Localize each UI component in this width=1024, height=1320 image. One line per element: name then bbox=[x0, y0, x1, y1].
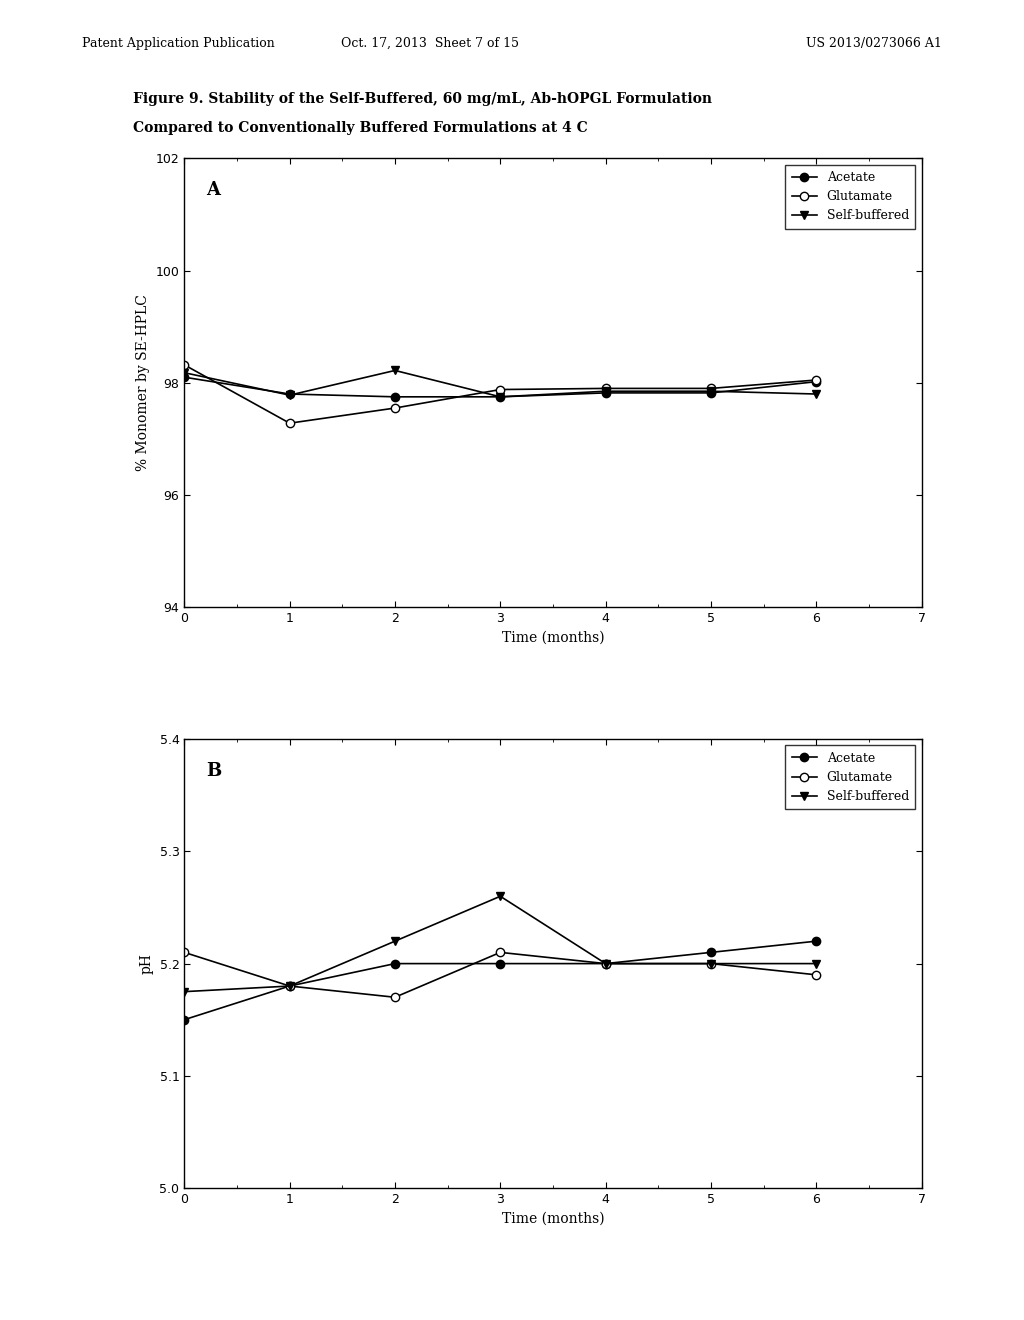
Text: Figure 9. Stability of the Self-Buffered, 60 mg/mL, Ab-hOPGL Formulation: Figure 9. Stability of the Self-Buffered… bbox=[133, 92, 712, 107]
Glutamate bbox=[389, 400, 401, 416]
Acetate bbox=[599, 385, 611, 401]
Line: Self-buffered: Self-buffered bbox=[180, 366, 820, 401]
Acetate bbox=[599, 956, 611, 972]
Acetate bbox=[178, 1012, 190, 1028]
Glutamate bbox=[495, 945, 507, 961]
Glutamate bbox=[599, 380, 611, 396]
Acetate bbox=[284, 385, 296, 401]
Self-buffered bbox=[599, 383, 611, 399]
Text: Oct. 17, 2013  Sheet 7 of 15: Oct. 17, 2013 Sheet 7 of 15 bbox=[341, 37, 519, 50]
Self-buffered bbox=[810, 385, 822, 401]
Glutamate bbox=[810, 968, 822, 983]
Self-buffered bbox=[495, 389, 507, 405]
Self-buffered bbox=[705, 383, 717, 399]
Self-buffered bbox=[284, 978, 296, 994]
Glutamate bbox=[178, 356, 190, 372]
Line: Glutamate: Glutamate bbox=[180, 360, 820, 428]
Glutamate bbox=[389, 990, 401, 1006]
Self-buffered bbox=[495, 888, 507, 904]
Glutamate bbox=[178, 945, 190, 961]
Self-buffered bbox=[389, 363, 401, 379]
Glutamate bbox=[705, 956, 717, 972]
Line: Glutamate: Glutamate bbox=[180, 948, 820, 1002]
X-axis label: Time (months): Time (months) bbox=[502, 631, 604, 644]
Text: B: B bbox=[207, 762, 221, 780]
Text: Patent Application Publication: Patent Application Publication bbox=[82, 37, 274, 50]
Acetate bbox=[178, 370, 190, 385]
Self-buffered bbox=[810, 956, 822, 972]
Acetate bbox=[389, 389, 401, 405]
Line: Acetate: Acetate bbox=[180, 374, 820, 401]
Line: Self-buffered: Self-buffered bbox=[180, 892, 820, 995]
Line: Acetate: Acetate bbox=[180, 937, 820, 1024]
Glutamate bbox=[599, 956, 611, 972]
Acetate bbox=[810, 374, 822, 389]
Acetate bbox=[810, 933, 822, 949]
Acetate bbox=[495, 389, 507, 405]
Glutamate bbox=[284, 978, 296, 994]
Acetate bbox=[389, 956, 401, 972]
Y-axis label: % Monomer by SE-HPLC: % Monomer by SE-HPLC bbox=[136, 294, 151, 471]
Self-buffered bbox=[284, 387, 296, 403]
Y-axis label: pH: pH bbox=[140, 953, 154, 974]
Self-buffered bbox=[178, 364, 190, 380]
Self-buffered bbox=[599, 956, 611, 972]
Self-buffered bbox=[389, 933, 401, 949]
Text: A: A bbox=[207, 181, 220, 199]
Glutamate bbox=[495, 381, 507, 397]
Acetate bbox=[705, 945, 717, 961]
Acetate bbox=[705, 385, 717, 401]
Legend: Acetate, Glutamate, Self-buffered: Acetate, Glutamate, Self-buffered bbox=[785, 165, 915, 228]
Text: US 2013/0273066 A1: US 2013/0273066 A1 bbox=[806, 37, 942, 50]
Glutamate bbox=[284, 416, 296, 432]
Acetate bbox=[495, 956, 507, 972]
X-axis label: Time (months): Time (months) bbox=[502, 1212, 604, 1225]
Glutamate bbox=[810, 372, 822, 388]
Self-buffered bbox=[178, 983, 190, 999]
Legend: Acetate, Glutamate, Self-buffered: Acetate, Glutamate, Self-buffered bbox=[785, 746, 915, 809]
Glutamate bbox=[705, 380, 717, 396]
Self-buffered bbox=[705, 956, 717, 972]
Text: Compared to Conventionally Buffered Formulations at 4 C: Compared to Conventionally Buffered Form… bbox=[133, 121, 588, 136]
Acetate bbox=[284, 978, 296, 994]
